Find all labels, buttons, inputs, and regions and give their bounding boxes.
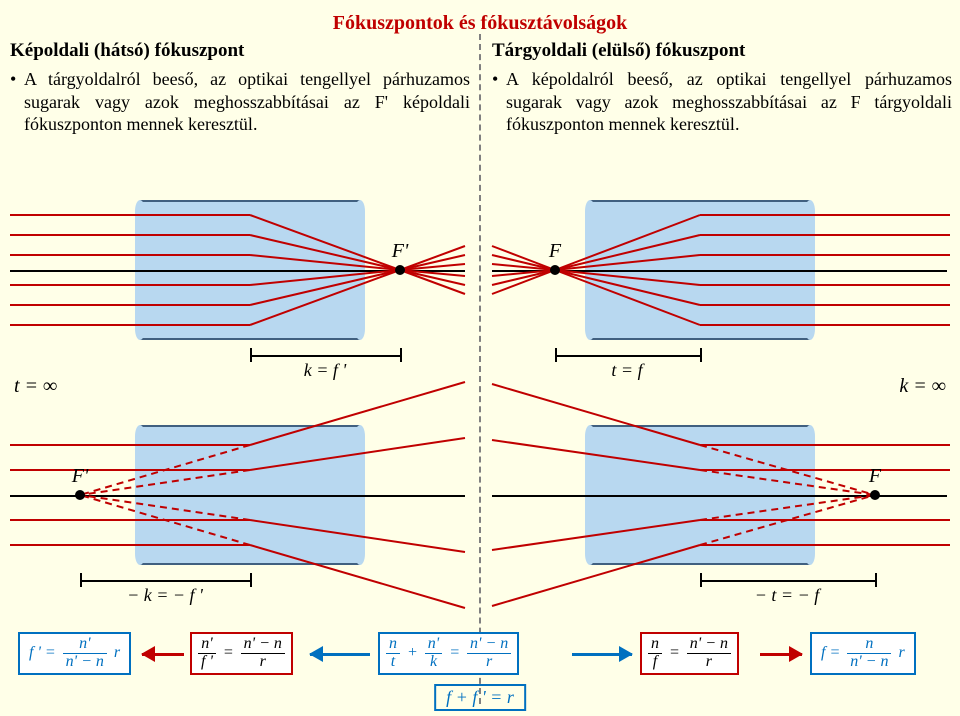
rays-bot-right (485, 425, 955, 575)
dim-label-mt-mf: − t = − f (755, 585, 819, 606)
label-F-2: F (869, 465, 881, 488)
right-text: A képoldalról beeső, az optikai tengelly… (492, 68, 952, 136)
formula-2: n'f ' = n' − nr (190, 632, 293, 675)
focal-point-F-2 (870, 490, 880, 500)
right-heading: Tárgyoldali (elülső) fókuszpont (492, 40, 952, 62)
diagram-row-2: F' − k = − f ' F − t = − f (0, 425, 960, 615)
rays-top-left (0, 200, 470, 350)
label-k-inf: k = ∞ (899, 375, 946, 398)
dim-label-mk-mfp: − k = − f ' (127, 585, 203, 606)
left-text: A tárgyoldalról beeső, az optikai tengel… (10, 68, 470, 136)
rays-top-right (485, 200, 955, 350)
formula-5: f = nn' − n r (810, 632, 916, 675)
formula-3: nt + n'k = n' − nr (378, 632, 519, 675)
left-column: Képoldali (hátsó) fókuszpont A tárgyolda… (10, 40, 470, 136)
focal-point-F-1 (550, 265, 560, 275)
formula-4: nf = n' − nr (640, 632, 739, 675)
main-title: Fókuszpontok és fókusztávolságok (0, 0, 960, 35)
dim-label-k-fp: k = f ' (304, 360, 347, 381)
dim-mt-mf (700, 580, 875, 582)
label-F-1: F (549, 240, 561, 263)
arrow-4 (760, 646, 802, 662)
dim-mk-mfp (80, 580, 250, 582)
dim-t-f (555, 355, 700, 357)
dim-label-t-f: t = f (611, 360, 642, 381)
right-column: Tárgyoldali (elülső) fókuszpont A képold… (492, 40, 952, 136)
label-Fp-1: F' (392, 240, 409, 263)
arrow-3 (572, 646, 632, 662)
label-Fp-2: F' (72, 465, 89, 488)
diagram-row-1: F' k = f ' t = ∞ F t = f k = ∞ (0, 200, 960, 390)
arrow-2 (310, 646, 370, 662)
focal-point-Fp-2 (75, 490, 85, 500)
rays-bot-left (0, 425, 470, 575)
formula-sum: f + f ' = r (434, 684, 526, 711)
dim-k-fp (250, 355, 400, 357)
label-t-inf: t = ∞ (14, 375, 57, 398)
arrow-1 (142, 646, 184, 662)
left-heading: Képoldali (hátsó) fókuszpont (10, 40, 470, 62)
focal-point-Fp-1 (395, 265, 405, 275)
formula-1: f ' = n'n' − n r (18, 632, 131, 675)
